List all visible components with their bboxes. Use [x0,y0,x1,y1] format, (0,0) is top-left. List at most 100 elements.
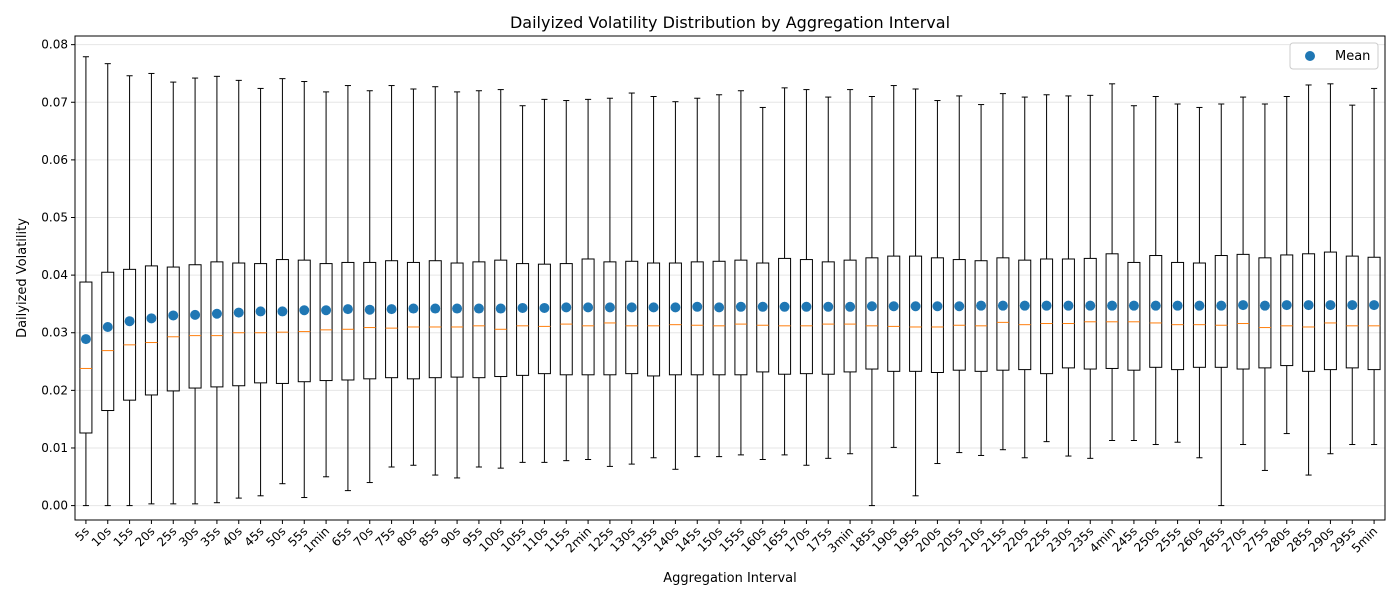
y-tick-label: 0.00 [41,499,68,513]
box-150s [712,94,726,458]
mean-point [1369,300,1380,311]
mean-point [255,306,266,317]
box-85s [428,86,442,476]
mean-point [692,301,703,312]
iqr-box [603,261,617,376]
iqr-box [516,263,530,376]
mean-point [190,309,201,320]
mean-point [168,310,179,321]
mean-point [452,303,463,314]
mean-point [757,301,768,312]
iqr-box [821,261,835,375]
box-80s [406,88,420,466]
box-195s [909,88,923,497]
mean-point [233,307,244,318]
iqr-box [341,261,355,381]
iqr-box [974,260,988,372]
mean-point [517,302,528,313]
iqr-box [1105,253,1119,369]
mean-point [1063,300,1074,311]
box-115s [559,100,573,462]
iqr-box [428,260,442,379]
mean-point [954,301,965,312]
box-190s [887,85,901,448]
iqr-box [1040,258,1054,375]
box-65s [341,85,355,492]
iqr-box [254,263,268,384]
iqr-box [144,265,158,396]
iqr-box [101,271,115,412]
iqr-box [712,260,726,376]
mean-point [102,321,113,332]
box-245s [1127,105,1141,441]
mean-point [583,302,594,313]
x-axis-label: Aggregation Interval [663,571,797,586]
mean-point [408,303,419,314]
mean-point [1107,300,1118,311]
iqr-box [472,261,486,379]
box-4min [1105,83,1119,441]
box-210s [974,104,988,456]
legend: Mean [1289,42,1379,70]
legend-mean-label: Mean [1335,49,1370,64]
box-205s [952,95,966,454]
iqr-box [406,261,420,380]
mean-point [779,301,790,312]
box-50s [275,78,289,485]
box-110s [537,98,551,463]
box-235s [1083,94,1097,459]
box-145s [690,97,704,458]
box-135s [647,96,661,459]
mean-point [386,304,397,315]
mean-point [1238,300,1249,311]
plot-area-frame [74,35,1386,521]
box-5s [79,56,93,507]
iqr-box [1323,251,1337,371]
iqr-box [690,261,704,376]
iqr-box [952,259,966,371]
iqr-box [494,259,508,378]
iqr-box [123,268,137,401]
box-55s [297,81,311,499]
iqr-box [1302,253,1316,372]
mean-point [321,305,332,316]
iqr-box [1367,256,1381,371]
box-215s [996,93,1010,451]
iqr-box [363,261,377,380]
legend-box [1289,42,1379,70]
box-140s [668,101,682,470]
box-3min [843,89,857,455]
box-220s [1018,96,1032,459]
box-70s [363,90,377,484]
iqr-box [778,257,792,375]
y-tick-label: 0.08 [41,38,68,52]
iqr-box [319,263,333,382]
box-160s [756,106,770,460]
mean-point [473,303,484,314]
mean-point [211,308,222,319]
box-290s [1323,83,1337,455]
iqr-box [1018,259,1032,371]
chart-title: Dailyized Volatility Distribution by Agg… [510,13,950,32]
iqr-box [756,262,770,373]
iqr-box [385,260,399,379]
mean-point [1194,300,1205,311]
box-10s [101,63,115,507]
box-130s [625,92,639,465]
mean-point [1281,300,1292,311]
legend-mean-marker [1305,51,1315,61]
iqr-box [930,257,944,373]
mean-point [364,304,375,315]
iqr-box [1345,255,1359,369]
grid-lines [75,44,1385,507]
box-175s [821,96,835,459]
iqr-box [909,255,923,372]
mean-point [823,301,834,312]
box-165s [778,87,792,456]
iqr-box [625,260,639,375]
box-90s [450,91,464,479]
box-230s [1061,95,1075,457]
box-1min [319,91,333,478]
box-125s [603,97,617,467]
box-275s [1258,103,1272,471]
